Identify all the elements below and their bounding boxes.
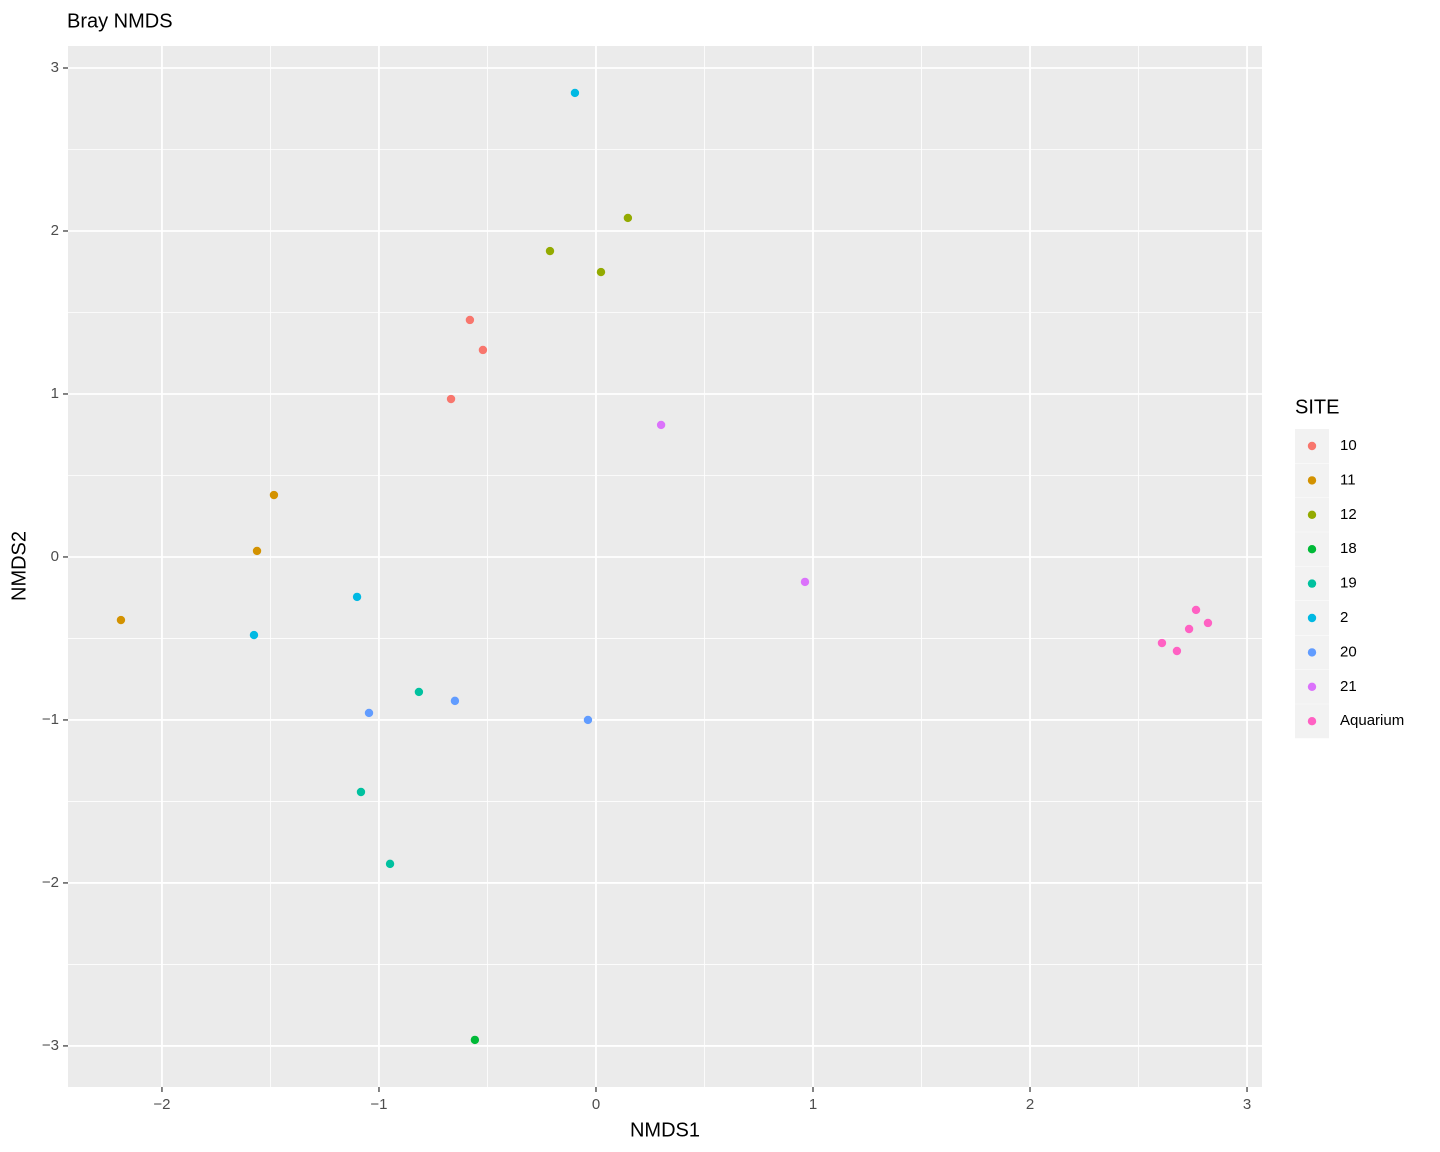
point [385,859,395,869]
point [269,490,279,500]
legend-label: 2 [1340,609,1348,626]
legend-symbol [1307,613,1317,623]
legend-symbol [1307,510,1317,519]
point [478,345,488,355]
x-tick-label: 1 [809,1096,817,1113]
x-axis-title: NMDS1 [630,1119,700,1141]
legend-label: 10 [1340,437,1357,454]
point [470,1035,480,1045]
point [570,88,580,98]
x-tick-label: −2 [153,1096,170,1113]
y-tick-label: −2 [42,874,59,891]
point [1203,618,1213,628]
point [446,394,456,404]
point [450,696,460,706]
y-tick-label: 3 [51,59,59,76]
point [252,546,262,556]
y-tick-label: −3 [42,1037,59,1054]
point [352,592,362,602]
y-tick-label: 2 [51,222,59,239]
x-tick-label: 3 [1243,1096,1251,1113]
legend-symbol [1307,579,1317,588]
point [249,630,259,640]
legend-label: 11 [1340,471,1356,488]
x-tick-label: 0 [592,1096,600,1113]
point [414,687,424,697]
point [1157,638,1167,648]
legend-label: 20 [1340,643,1357,660]
point [465,315,475,325]
x-tick-label: 2 [1026,1096,1034,1113]
y-tick-label: −1 [42,711,59,728]
point [364,708,374,718]
legend-label: Aquarium [1340,712,1404,729]
point [545,246,555,256]
point [1191,605,1201,615]
legend-label: 19 [1340,575,1357,592]
legend-symbol [1307,717,1317,726]
point [596,267,606,277]
legend-symbol [1307,648,1317,657]
point [116,615,126,625]
point [1172,646,1182,656]
x-tick-label: −1 [370,1096,387,1113]
point [623,213,633,223]
legend-symbol [1307,545,1317,554]
legend-symbol [1307,476,1317,485]
legend-label: 12 [1340,506,1357,523]
y-tick-label: 1 [51,385,59,402]
point [356,787,366,797]
legend-symbol [1307,682,1317,691]
point [1184,624,1194,634]
y-axis-title: NMDS2 [8,531,30,601]
legend-symbol [1307,441,1317,451]
point [583,715,593,725]
y-tick-label: 0 [51,548,59,565]
legend-label: 21 [1340,678,1357,695]
point [656,420,666,430]
chart-title: Bray NMDS [67,10,173,32]
panel [68,46,1262,1087]
legend-label: 18 [1340,540,1357,557]
point [800,577,810,587]
legend-title: SITE [1295,396,1339,418]
